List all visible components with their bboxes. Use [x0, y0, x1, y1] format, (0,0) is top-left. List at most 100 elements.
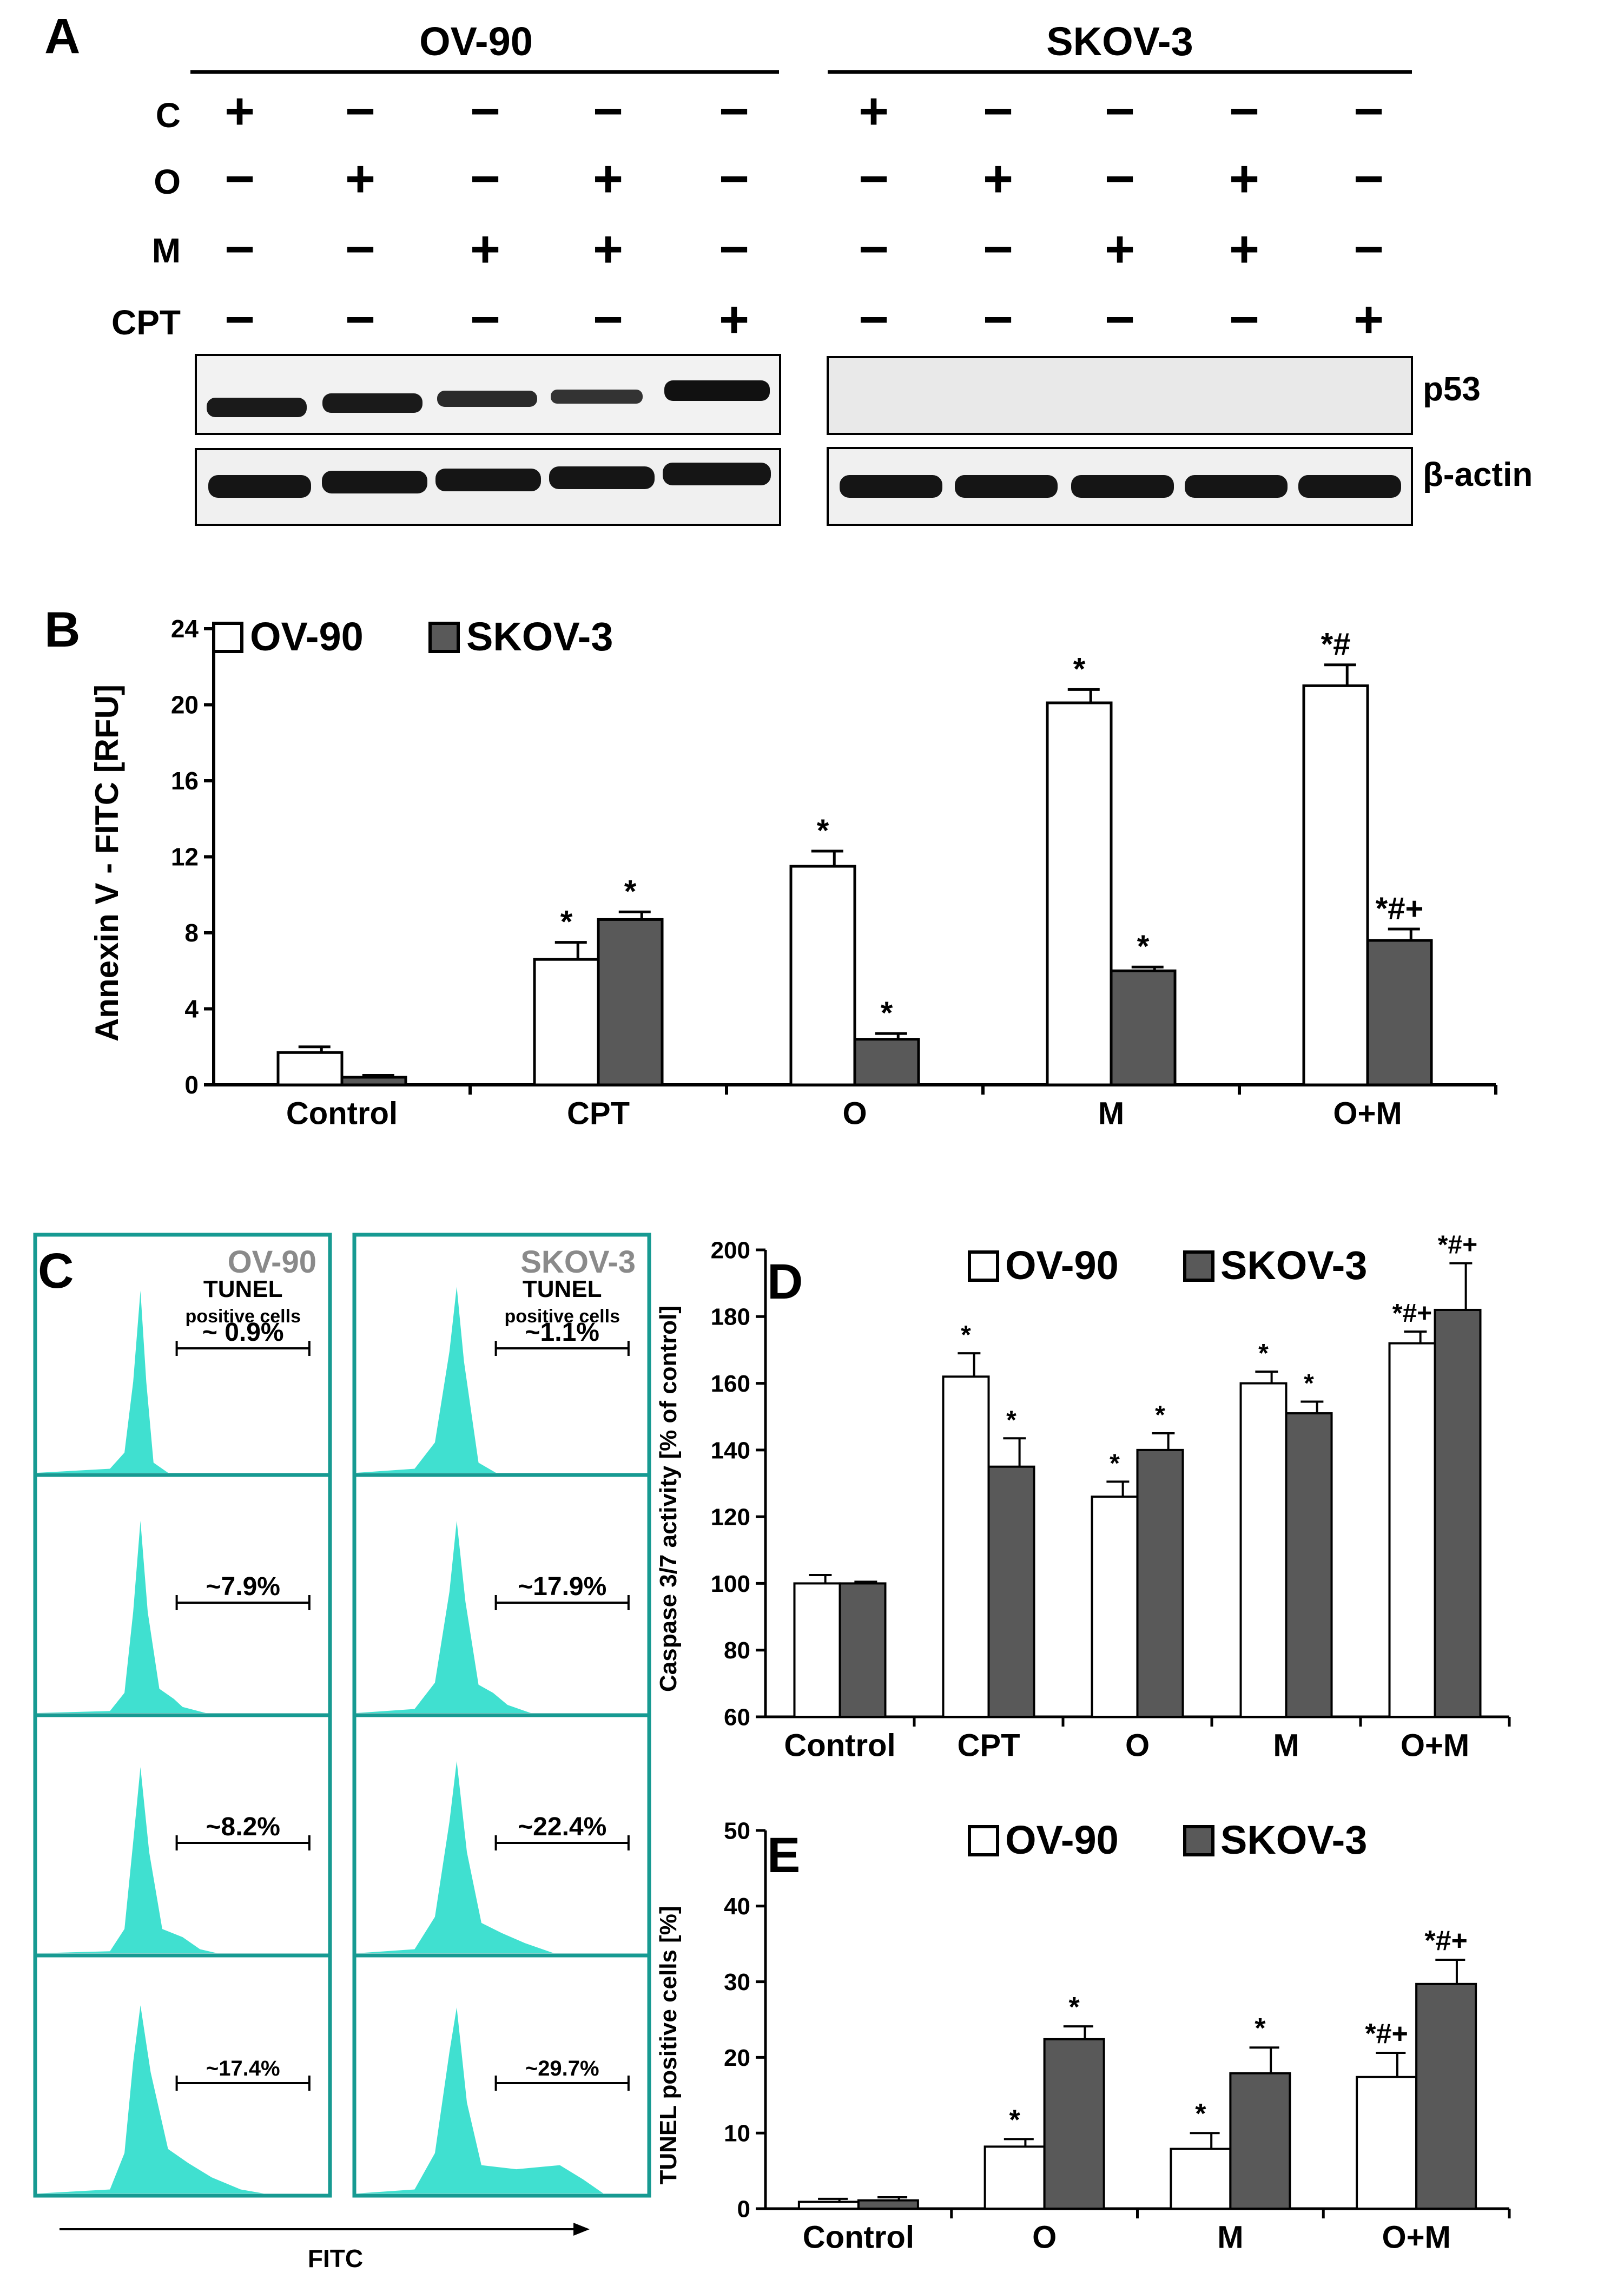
- significance-marker: *: [1073, 651, 1086, 687]
- tunel-title: TUNEL: [203, 1276, 283, 1302]
- treatment-sign-skov3-r2-c2: +: [1105, 220, 1135, 278]
- bar-ov-90-o: [983, 2145, 1046, 2210]
- treatment-sign-skov3-r1-c2: −: [1105, 150, 1135, 208]
- treatment-sign-skov3-r3-c1: −: [983, 291, 1013, 348]
- bar-skov-3-o+m: [1366, 939, 1433, 1086]
- histogram-peak: [37, 2005, 328, 2194]
- western-blot-actin-ov90: [195, 448, 781, 526]
- panel-d: D Caspase 3/7 activity [% of control] OV…: [655, 1231, 1511, 1763]
- panel-e-label: E: [767, 1828, 800, 1883]
- significance-marker: *: [817, 813, 829, 848]
- y-tick-label: 80: [724, 1637, 750, 1664]
- x-category-label: O+M: [1333, 1096, 1402, 1131]
- y-tick-label: 160: [711, 1371, 750, 1397]
- western-blot-p53-skov3: [827, 356, 1413, 435]
- treatment-sign-ov90-r3-c2: −: [470, 291, 500, 348]
- panel-b: B Annexin V - FITC [RFU] OV-90 SKOV-3 0 4…: [44, 602, 1497, 1131]
- western-blot-p53-ov90: [195, 354, 781, 435]
- bar-ov-90-cpt: [533, 958, 600, 1086]
- bar-skov-3-control: [857, 2199, 919, 2210]
- treatment-sign-skov3-r2-c0: −: [859, 220, 889, 278]
- bar-skov-3-control: [340, 1076, 407, 1086]
- panel-a-treatment-signs: + + − − − − − − − − − − + + − − + + − − − − − − + + + + − − − − − − − − − − + +: [225, 82, 1384, 348]
- y-tick-label: 200: [711, 1237, 750, 1263]
- legend-e-label-ov90: OV-90: [1005, 1817, 1119, 1862]
- treatment-sign-skov3-r1-c0: −: [859, 150, 889, 208]
- treatment-sign-skov3-r2-c1: −: [983, 220, 1013, 278]
- tunel-percent-label: ~ 0.9%: [202, 1318, 284, 1347]
- bar-ov-90-m: [1239, 1382, 1288, 1718]
- bar-skov-3-o+m: [1434, 1308, 1482, 1718]
- bar-skov-3-m: [1110, 969, 1177, 1086]
- histogram-peak: [37, 1767, 328, 1953]
- x-category-label: M: [1217, 2220, 1243, 2255]
- y-tick-label: 24: [171, 615, 199, 643]
- x-category-label: Control: [784, 1728, 895, 1763]
- y-tick-label: 20: [171, 691, 199, 719]
- treatment-sign-ov90-r0-c0: +: [225, 82, 255, 140]
- fitc-arrow-head: [573, 2223, 590, 2236]
- y-tick-label: 12: [171, 843, 199, 871]
- tunel-subtitle: positive cells: [504, 1306, 620, 1327]
- panel-b-legend: OV-90 SKOV-3: [212, 614, 613, 659]
- x-category-label: O+M: [1382, 2220, 1450, 2255]
- blot-label-p53: p53: [1423, 371, 1481, 408]
- treatment-sign-skov3-r0-c2: −: [1105, 82, 1135, 140]
- y-tick-label: 0: [184, 1071, 199, 1099]
- significance-marker: *: [1006, 1406, 1016, 1434]
- treatment-sign-skov3-r0-c1: −: [983, 82, 1013, 140]
- treatment-sign-skov3-r3-c4: +: [1354, 291, 1384, 348]
- significance-marker: *: [881, 996, 893, 1031]
- histogram-peak: [357, 2007, 647, 2194]
- tunel-percent-label: ~22.4%: [518, 1813, 606, 1841]
- bar-ov-90-control: [797, 2201, 860, 2210]
- treatment-sign-ov90-r2-c1: −: [345, 220, 375, 278]
- y-tick-label: 60: [724, 1704, 750, 1730]
- panel-a: A OV-90 SKOV-3 C O M CPT + + − − − − − − − − − − + + −…: [44, 9, 1533, 526]
- significance-marker: *: [1255, 2013, 1266, 2044]
- chart-caspase: 60 80 100 120 140 160 180 200 Control CPT * * O * * M * *…: [711, 1231, 1511, 1763]
- treatment-sign-skov3-r1-c1: +: [983, 150, 1013, 208]
- chart-tunel: 0 10 20 30 40 50 Control O * * M * * O+M *#+ *#+: [724, 1817, 1511, 2255]
- x-category-label: M: [1273, 1728, 1299, 1763]
- y-tick-label: 16: [171, 767, 199, 795]
- tunel-percent-label: ~1.1%: [525, 1318, 599, 1347]
- histogram-peak: [37, 1520, 328, 1713]
- legend-d-swatch-skov3: [1183, 1250, 1214, 1282]
- x-category-label: O: [1032, 2220, 1057, 2255]
- legend-e-swatch-skov3: [1183, 1825, 1214, 1856]
- legend-label-skov3: SKOV-3: [466, 614, 613, 659]
- legend-e-label-skov3: SKOV-3: [1220, 1817, 1367, 1862]
- x-category-label: Control: [286, 1096, 398, 1131]
- bar-ov-90-m: [1046, 701, 1113, 1086]
- panel-a-row-label-o: O: [154, 162, 181, 201]
- panel-a-group-skov3: SKOV-3: [1046, 19, 1193, 64]
- panel-e-legend: OV-90 SKOV-3: [968, 1817, 1367, 1862]
- treatment-sign-ov90-r2-c3: +: [593, 220, 623, 278]
- significance-marker: *: [1069, 1992, 1080, 2023]
- panel-a-label: A: [44, 9, 80, 64]
- panel-a-row-label-cpt: CPT: [111, 303, 181, 342]
- significance-marker: *: [1137, 929, 1150, 964]
- significance-marker: *: [1110, 1449, 1120, 1478]
- bar-skov-3-o+m: [1415, 1982, 1477, 2210]
- y-tick-label: 8: [184, 919, 199, 947]
- x-category-label: O+M: [1401, 1728, 1469, 1763]
- panel-c: C OV-90 ~ 0.9% TUNEL positive cells ~7.9% ~8.…: [33, 1233, 651, 2273]
- treatment-sign-skov3-r1-c4: −: [1354, 150, 1384, 208]
- bar-ov-90-o+m: [1356, 2076, 1418, 2210]
- x-category-label: O: [842, 1096, 867, 1131]
- significance-marker: *#: [1321, 627, 1351, 662]
- bar-skov-3-o: [853, 1038, 920, 1086]
- y-tick-label: 180: [711, 1304, 750, 1330]
- significance-marker: *#+: [1438, 1231, 1477, 1260]
- y-tick-label: 30: [724, 1969, 750, 1995]
- significance-marker: *: [624, 874, 637, 909]
- legend-swatch-ov90: [212, 622, 243, 653]
- bar-ov-90-o: [789, 865, 856, 1086]
- bar-ov-90-cpt: [942, 1375, 990, 1718]
- legend-d-label-skov3: SKOV-3: [1220, 1243, 1367, 1288]
- tunel-percent-label: ~8.2%: [206, 1813, 280, 1841]
- tunel-percent-label: ~17.4%: [206, 2057, 280, 2080]
- panel-d-ylabel: Caspase 3/7 activity [% of control]: [655, 1306, 682, 1692]
